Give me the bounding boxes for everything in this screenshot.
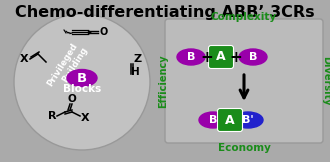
Text: Diversity: Diversity — [321, 56, 330, 106]
Circle shape — [14, 14, 150, 150]
Text: Efficiency: Efficiency — [158, 54, 168, 108]
Text: O: O — [68, 94, 76, 104]
Text: Building: Building — [61, 46, 89, 84]
Ellipse shape — [199, 112, 227, 128]
FancyBboxPatch shape — [217, 109, 243, 132]
Text: +: + — [201, 50, 214, 64]
Ellipse shape — [67, 69, 97, 87]
Text: Chemo-differentiating ABB’ 3CRs: Chemo-differentiating ABB’ 3CRs — [15, 5, 315, 20]
Text: R: R — [48, 111, 56, 121]
Text: O: O — [100, 27, 108, 37]
Text: A: A — [216, 51, 226, 64]
Text: B: B — [77, 71, 87, 85]
Text: Z: Z — [134, 54, 142, 64]
Text: Privileged: Privileged — [45, 42, 79, 88]
Text: A: A — [225, 114, 235, 127]
Text: Complexity: Complexity — [211, 12, 277, 22]
FancyBboxPatch shape — [165, 19, 323, 143]
Text: Economy: Economy — [217, 143, 271, 153]
Text: B: B — [187, 52, 195, 62]
Ellipse shape — [177, 49, 205, 65]
Ellipse shape — [233, 112, 263, 128]
Ellipse shape — [239, 49, 267, 65]
FancyBboxPatch shape — [209, 46, 234, 69]
Text: B: B — [249, 52, 257, 62]
Text: B': B' — [242, 115, 254, 125]
Text: X: X — [81, 113, 89, 123]
Text: +: + — [230, 50, 242, 64]
Text: Blocks: Blocks — [63, 84, 101, 94]
Text: B: B — [209, 115, 217, 125]
Text: X: X — [20, 54, 28, 64]
Text: H: H — [131, 67, 139, 77]
